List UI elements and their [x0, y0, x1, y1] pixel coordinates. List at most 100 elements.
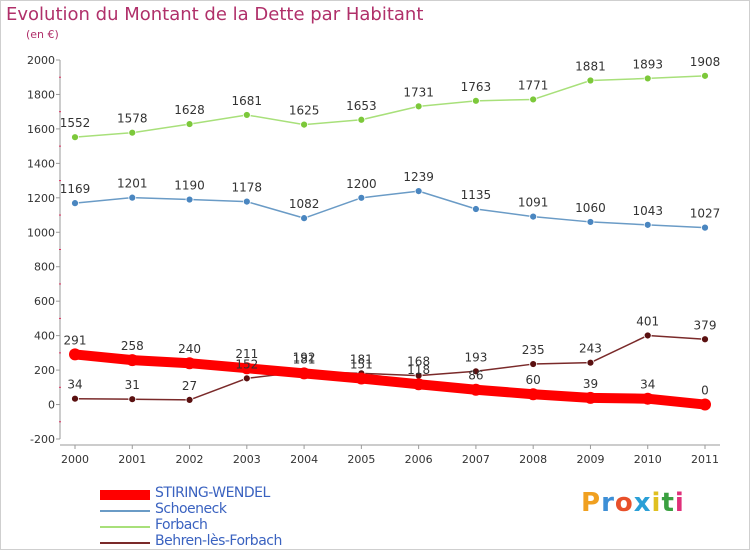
data-point [414, 187, 423, 195]
data-label: 235 [522, 343, 545, 357]
data-point [71, 133, 79, 142]
data-point [128, 193, 137, 202]
series-line-0 [70, 349, 710, 410]
data-label: 34 [640, 378, 655, 392]
data-point [529, 360, 538, 368]
y-tick-label: 2000 [27, 54, 55, 67]
data-label: 60 [526, 373, 541, 387]
data-point [69, 348, 81, 361]
data-label: 1200 [346, 177, 377, 191]
data-point [643, 331, 652, 340]
series-line-1 [74, 190, 706, 229]
data-label: 118 [407, 363, 430, 377]
legend-swatch [100, 526, 150, 528]
x-tick-label: 2002 [176, 453, 204, 466]
data-label: 1169 [60, 182, 91, 196]
data-point [185, 195, 194, 204]
data-point [414, 102, 423, 111]
data-point [71, 199, 79, 208]
x-tick-label: 2005 [347, 453, 375, 466]
x-tick-label: 2004 [290, 453, 318, 466]
data-label: 1082 [289, 197, 320, 211]
data-label: 1681 [232, 94, 263, 108]
data-point [472, 367, 480, 376]
x-tick-label: 2008 [519, 453, 547, 466]
data-point [183, 357, 196, 370]
data-point [643, 220, 652, 229]
data-point [641, 392, 654, 405]
data-label: 1043 [632, 204, 663, 218]
x-tick-label: 2010 [634, 453, 662, 466]
y-tick-label: 1400 [27, 157, 55, 170]
data-point [300, 120, 308, 129]
data-point [529, 95, 538, 104]
y-tick-label: 0 [48, 399, 55, 412]
data-point [185, 120, 194, 128]
data-label: 291 [64, 333, 87, 347]
data-label: 1881 [575, 60, 606, 74]
logo-letter: t [661, 488, 675, 518]
data-point [357, 115, 366, 124]
data-label: 192 [293, 350, 316, 364]
data-point [412, 378, 425, 391]
x-tick-label: 2001 [118, 453, 146, 466]
data-label: 34 [67, 378, 82, 392]
data-point [185, 395, 194, 404]
y-tick-label: 1200 [27, 192, 55, 205]
legend-swatch [100, 510, 150, 512]
x-tick-label: 2011 [691, 453, 719, 466]
legend-label: Forbach [155, 517, 208, 533]
y-tick-label: 1600 [27, 123, 55, 136]
data-label: 1731 [403, 85, 434, 99]
data-label: 1628 [174, 103, 205, 117]
chart-title: Evolution du Montant de la Dette par Hab… [6, 4, 424, 25]
data-point [699, 398, 711, 411]
data-point [586, 76, 595, 85]
data-point [527, 388, 540, 401]
legend-label: Schoeneck [155, 501, 227, 517]
data-label: 1578 [117, 112, 148, 126]
data-point [701, 223, 709, 232]
logo-letter: x [633, 488, 652, 518]
data-label: 1552 [60, 116, 91, 130]
data-label: 0 [701, 384, 709, 398]
data-label: 258 [121, 339, 144, 353]
data-point [126, 354, 139, 367]
data-point [242, 374, 251, 383]
data-label: 193 [464, 350, 487, 364]
data-point [584, 391, 597, 404]
y-tick-label: 400 [34, 330, 55, 343]
data-point [643, 74, 652, 83]
data-point [298, 367, 311, 380]
data-label: 1625 [289, 104, 320, 118]
x-tick-label: 2003 [233, 453, 261, 466]
x-tick-label: 2000 [61, 453, 89, 466]
data-label: 27 [182, 379, 197, 393]
y-tick-label: 800 [34, 261, 55, 274]
data-point [300, 214, 308, 223]
data-point [701, 71, 709, 80]
y-tick-label: -200 [30, 433, 55, 446]
data-label: 1135 [461, 188, 492, 202]
y-tick-label: 200 [34, 364, 55, 377]
series-line-3 [74, 334, 706, 401]
data-label: 152 [235, 357, 258, 371]
legend-swatch [100, 490, 150, 500]
legend-swatch [100, 542, 150, 544]
x-tick-label: 2006 [405, 453, 433, 466]
data-label: 401 [636, 314, 659, 328]
data-point [355, 372, 368, 385]
data-label: 240 [178, 342, 201, 356]
data-label: 39 [583, 377, 598, 391]
logo-letter: P [581, 488, 602, 518]
legend-label: STIRING-WENDEL [155, 485, 270, 501]
data-point [71, 394, 79, 403]
logo-letter: r [601, 488, 615, 518]
y-tick-label: 600 [34, 295, 55, 308]
data-label: 181 [293, 352, 316, 366]
data-label: 1178 [232, 181, 263, 195]
data-point [586, 358, 595, 367]
data-label: 1771 [518, 78, 549, 92]
data-label: 1239 [403, 170, 434, 184]
data-label: 181 [350, 352, 373, 366]
